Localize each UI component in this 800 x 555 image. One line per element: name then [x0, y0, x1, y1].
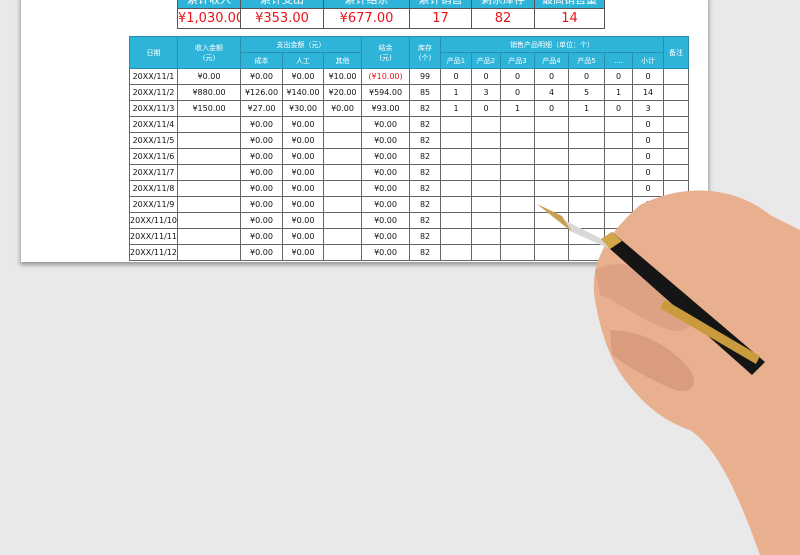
- ledger-table: 日期 收入金额 (元) 支出金额（元） 结余 (元) 库存 (个) 销售产品明细…: [129, 36, 690, 261]
- header-stock: 库存 (个): [409, 36, 442, 69]
- header-product: 产品5: [568, 52, 606, 69]
- summary-value: ¥677.00: [323, 8, 410, 29]
- pen-section: [560, 218, 610, 249]
- summary-value: ¥1,030.00: [177, 8, 241, 29]
- header-product: ....: [604, 52, 634, 69]
- pen-nib: [537, 204, 572, 232]
- summary-value: 14: [534, 8, 605, 29]
- pen-clip: [660, 300, 760, 364]
- table-cell[interactable]: ¥10.00: [322, 68, 363, 85]
- summary-value: 82: [471, 8, 535, 29]
- table-cell[interactable]: [322, 244, 363, 261]
- header-product: 产品3: [500, 52, 536, 69]
- table-cell[interactable]: 0: [632, 68, 665, 85]
- table-row: 20XX/11/1 ¥0.00 ¥0.00 ¥0.00 ¥10.00 (¥10.00) 99…: [129, 68, 690, 85]
- finger: [610, 330, 695, 392]
- header-income: 收入金额 (元): [177, 36, 241, 69]
- summary-value: ¥353.00: [240, 8, 324, 29]
- header-product: 产品1: [440, 52, 473, 69]
- header-other: 其他: [322, 52, 363, 69]
- header-note: 备注: [663, 36, 690, 69]
- table-cell[interactable]: 20XX/11/12: [129, 244, 178, 261]
- header-date: 日期: [129, 36, 178, 69]
- summary-table: 累计收入累计支出累计结余累计销售剩余库存最高销售量 ¥1,030.00¥353.…: [177, 0, 605, 29]
- table-row: 20XX/11/8 ¥0.00 ¥0.00 ¥0.00 82 0: [129, 180, 690, 197]
- header-product: 产品4: [534, 52, 570, 69]
- table-row: 20XX/11/2 ¥880.00 ¥126.00 ¥140.00 ¥20.00 ¥594…: [129, 84, 690, 101]
- header-product: 产品2: [471, 52, 502, 69]
- header-expense: 支出金额（元）: [239, 36, 363, 53]
- thumb: [595, 264, 694, 331]
